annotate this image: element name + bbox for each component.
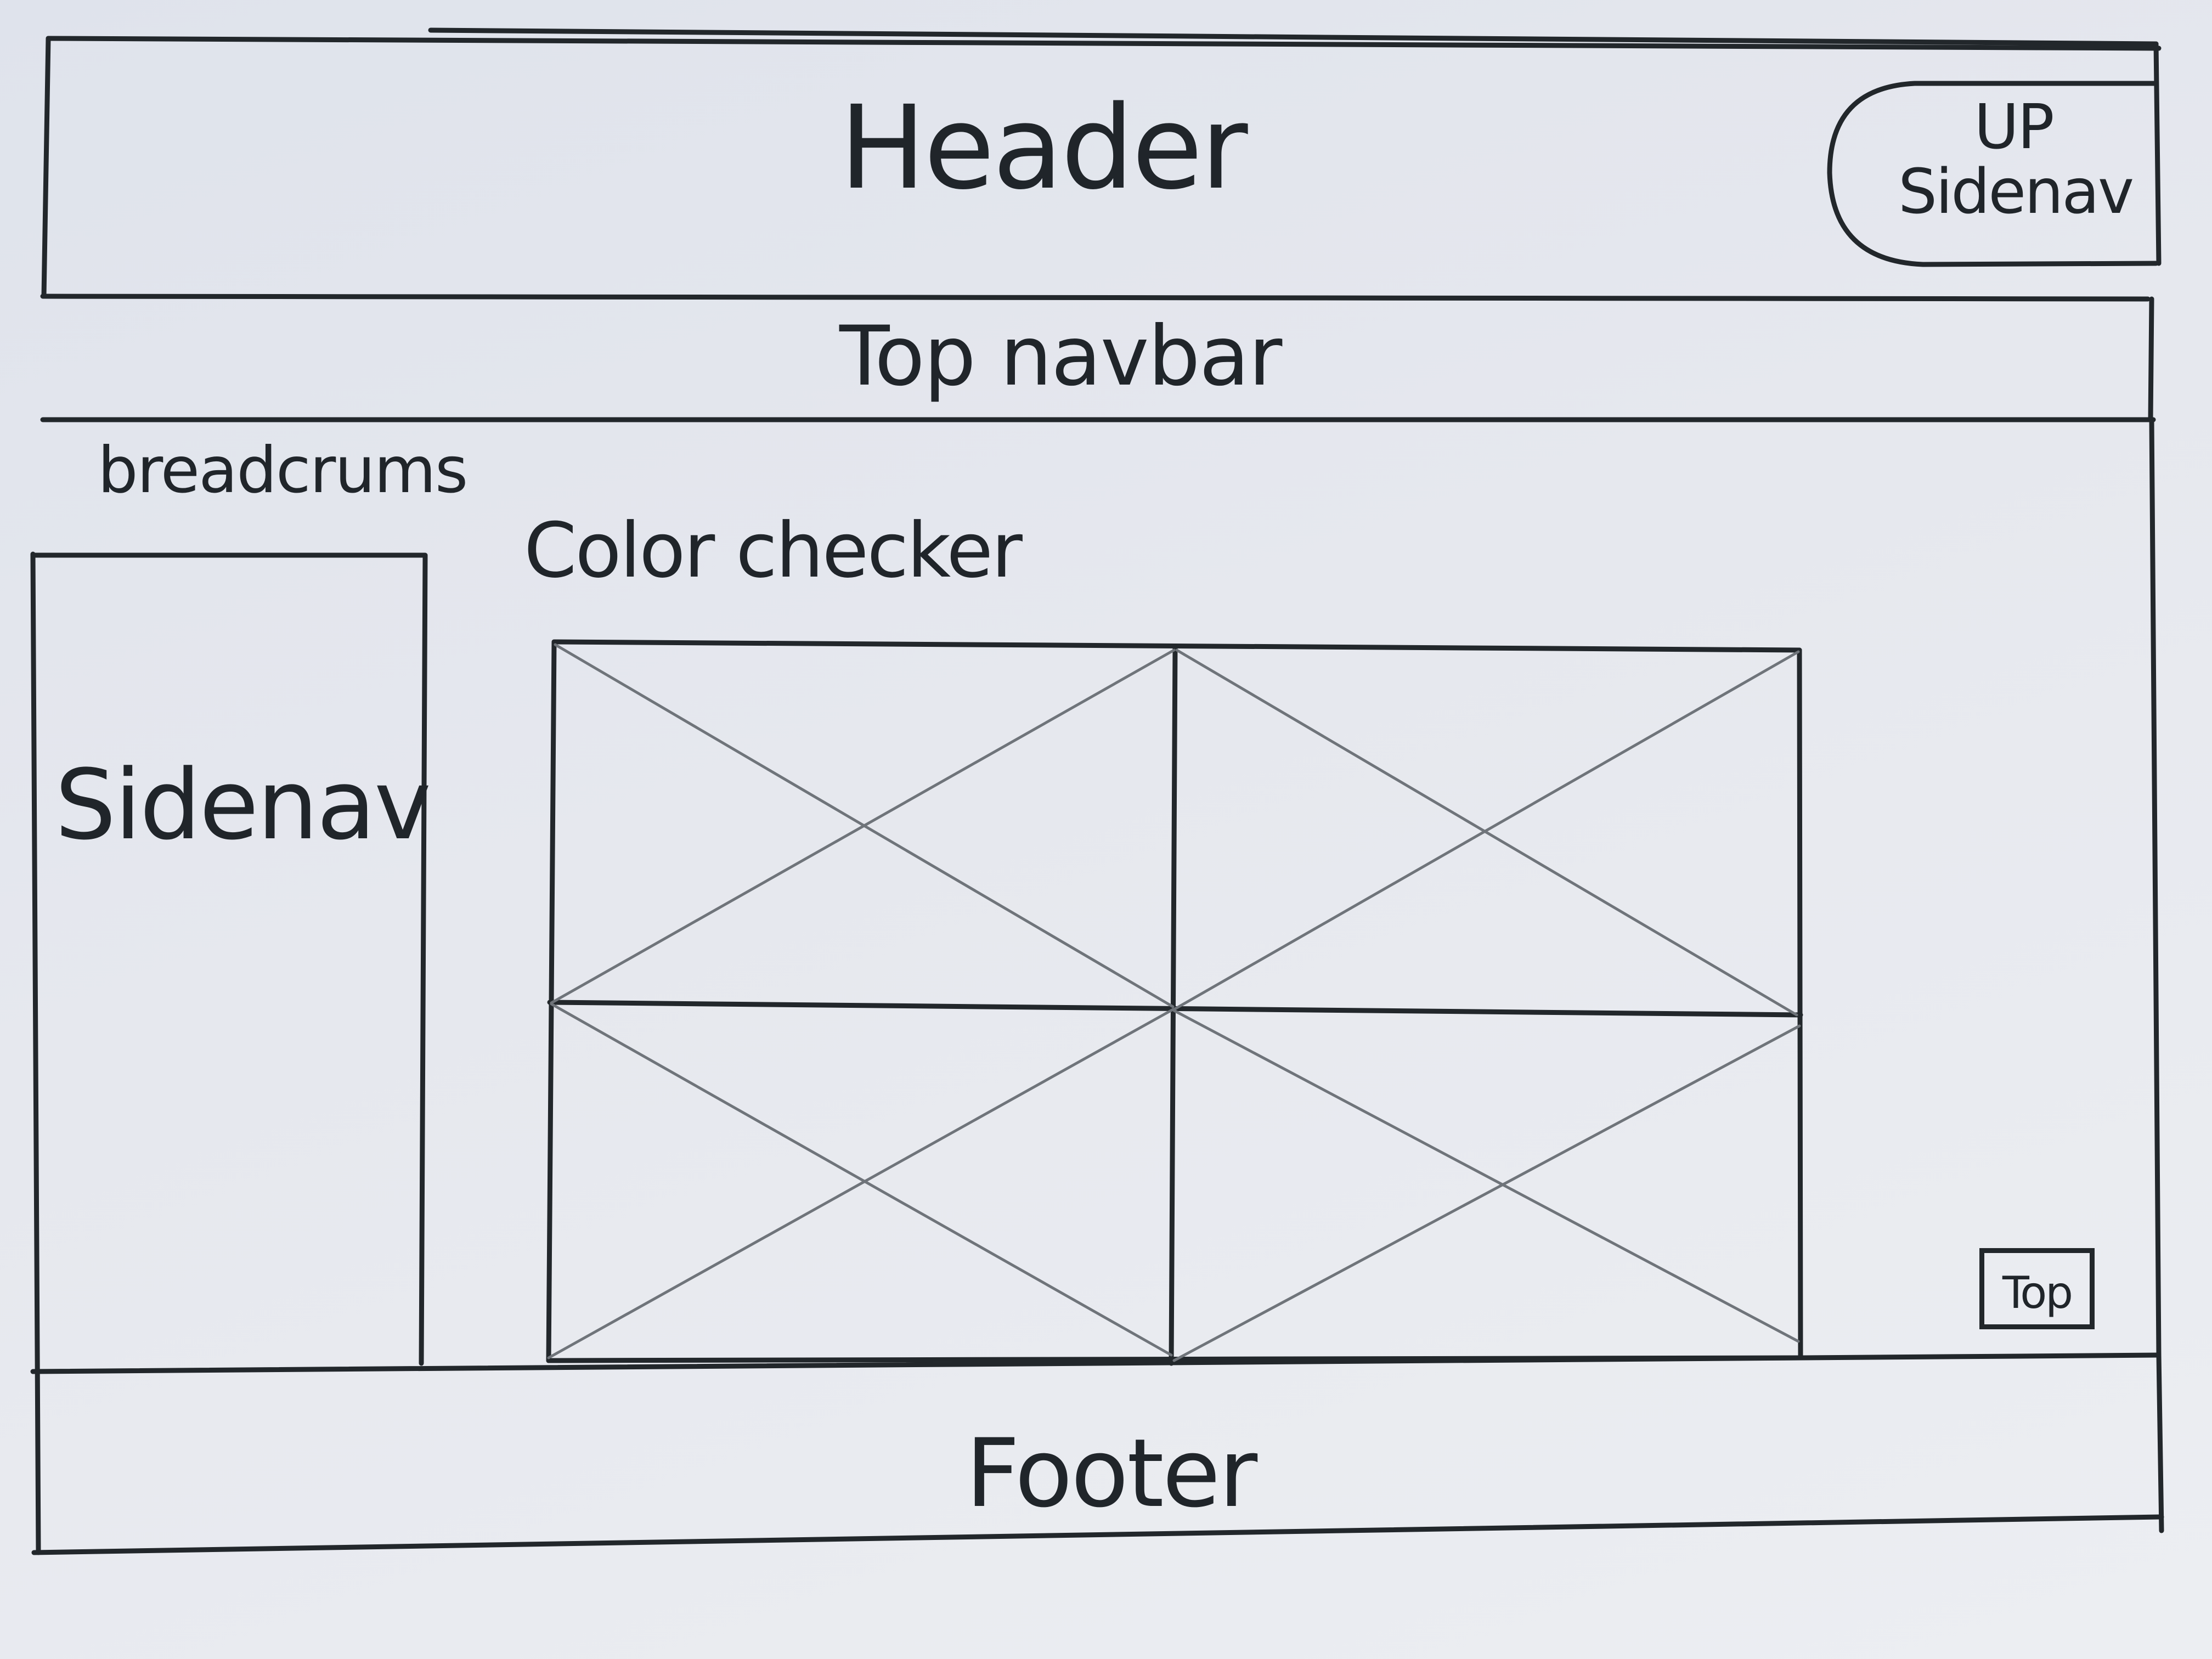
up-sidenav-label: UP Sidenav — [1898, 92, 2134, 228]
back-to-top-label: Top — [2002, 1267, 2073, 1318]
sidenav-outline — [30, 552, 428, 1366]
header-title: Header — [839, 81, 1248, 215]
footer-outline — [30, 1352, 2164, 1555]
footer-label: Footer — [966, 1418, 1257, 1528]
page-frame — [30, 27, 2162, 1555]
breadcrumb[interactable]: breadcrums — [98, 433, 468, 507]
top-navbar-label: Top navbar — [839, 309, 1282, 404]
sidenav-label: Sidenav — [55, 749, 431, 861]
up-sidenav-button[interactable]: UP Sidenav — [1827, 82, 2156, 263]
image-placeholder-3 — [547, 1002, 1175, 1359]
image-placeholder-1 — [550, 643, 1176, 1008]
back-to-top-button[interactable]: Top — [1979, 1248, 2095, 1329]
up-sidenav-pill-outline — [1827, 81, 2159, 267]
image-grid — [546, 639, 1803, 1366]
image-placeholder-2 — [1172, 648, 1800, 1017]
image-placeholder-4 — [1172, 1009, 1801, 1362]
page-title: Color checker — [524, 506, 1023, 595]
